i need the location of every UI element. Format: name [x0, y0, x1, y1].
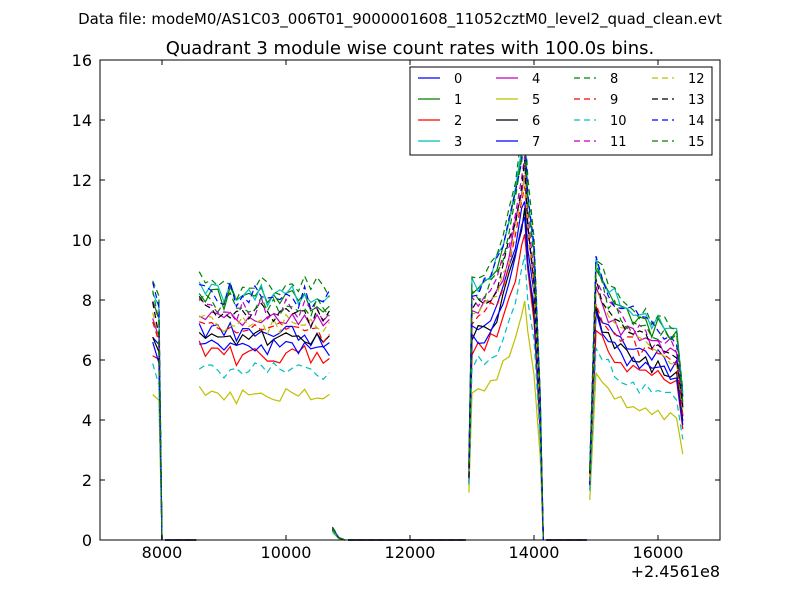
series-line-15-seg-3	[331, 527, 346, 541]
x-tick-label: 10000	[261, 543, 312, 562]
series-line-7-seg-5	[468, 216, 544, 541]
series-line-13-seg-2	[198, 295, 330, 330]
y-tick-label: 2	[82, 471, 92, 490]
series-line-10-seg-2	[198, 361, 330, 381]
series-line-3-seg-5	[468, 131, 544, 541]
y-tick-label: 8	[82, 291, 92, 310]
legend-label-1: 1	[454, 93, 462, 108]
series-line-11-seg-7	[589, 279, 684, 474]
x-tick-label: 12000	[385, 543, 436, 562]
series-line-8-seg-5	[468, 118, 544, 541]
series-line-8-seg-0	[152, 280, 163, 541]
series-line-4-seg-2	[198, 311, 330, 328]
series-line-8-seg-2	[198, 271, 330, 302]
x-offset-label: +2.4561e8	[631, 562, 720, 581]
chart-title: Quadrant 3 module wise count rates with …	[166, 38, 655, 59]
data-file-suptitle: Data file: modeM0/AS1C03_006T01_90000016…	[78, 10, 722, 29]
y-tick-label: 16	[72, 51, 92, 70]
series-line-13-seg-7	[589, 278, 684, 474]
series-line-14-seg-7	[589, 255, 684, 468]
series-line-10-seg-7	[589, 345, 684, 491]
series-line-14-seg-5	[468, 129, 544, 541]
series-line-2-seg-7	[589, 329, 684, 490]
series-line-6-seg-7	[589, 306, 684, 485]
legend-label-12: 12	[688, 72, 705, 87]
legend-label-8: 8	[610, 72, 618, 87]
y-tick-label: 4	[82, 411, 92, 430]
legend-label-7: 7	[532, 135, 540, 150]
series-line-4-seg-7	[589, 286, 684, 480]
legend-box	[409, 66, 713, 156]
y-tick-label: 14	[72, 111, 92, 130]
series-line-15-seg-7	[589, 263, 684, 470]
legend-label-14: 14	[688, 114, 705, 129]
x-tick-label: 14000	[509, 543, 560, 562]
series-line-1-seg-7	[589, 267, 684, 476]
series-line-9-seg-7	[589, 303, 684, 480]
legend-label-10: 10	[610, 114, 627, 129]
series-line-15-seg-0	[152, 290, 163, 541]
series-line-12-seg-2	[199, 313, 330, 336]
legend-label-4: 4	[532, 72, 540, 87]
series-line-0-seg-7	[589, 308, 684, 486]
y-tick-label: 6	[82, 351, 92, 370]
y-tick-label: 0	[82, 531, 92, 550]
series-line-5-seg-2	[198, 385, 330, 406]
y-tick-label: 12	[72, 171, 92, 190]
series-line-9-seg-2	[198, 321, 330, 344]
legend-label-9: 9	[610, 93, 618, 108]
series-line-10-seg-0	[152, 363, 163, 541]
legend-label-5: 5	[532, 93, 540, 108]
legend-label-13: 13	[688, 93, 705, 108]
series-line-1-seg-5	[468, 142, 544, 541]
legend-label-2: 2	[454, 114, 462, 129]
series-line-5-seg-7	[589, 371, 684, 501]
series-line-13-seg-5	[468, 159, 544, 541]
series-line-8-seg-7	[589, 259, 684, 469]
legend-label-15: 15	[688, 135, 705, 150]
legend-label-6: 6	[532, 114, 540, 129]
legend-label-0: 0	[454, 72, 462, 87]
legend-label-3: 3	[454, 135, 462, 150]
series-line-7-seg-2	[199, 338, 330, 357]
x-tick-label: 16000	[633, 543, 684, 562]
series-line-11-seg-2	[198, 295, 330, 324]
series-layer	[152, 118, 684, 541]
series-line-11-seg-5	[468, 155, 544, 541]
legend-label-11: 11	[610, 135, 627, 150]
series-line-6-seg-2	[198, 328, 330, 347]
series-line-7-seg-7	[589, 311, 684, 486]
series-line-15-seg-2	[198, 291, 330, 318]
series-line-5-seg-5	[468, 300, 544, 541]
series-line-10-seg-5	[468, 254, 544, 541]
series-line-2-seg-5	[468, 234, 544, 541]
series-line-0-seg-5	[468, 201, 544, 541]
series-line-15-seg-5	[468, 143, 544, 541]
series-line-12-seg-7	[589, 289, 684, 477]
series-line-14-seg-2	[199, 279, 330, 311]
series-line-2-seg-2	[198, 340, 330, 367]
y-tick-label: 10	[72, 231, 92, 250]
x-tick-label: 8000	[142, 543, 183, 562]
